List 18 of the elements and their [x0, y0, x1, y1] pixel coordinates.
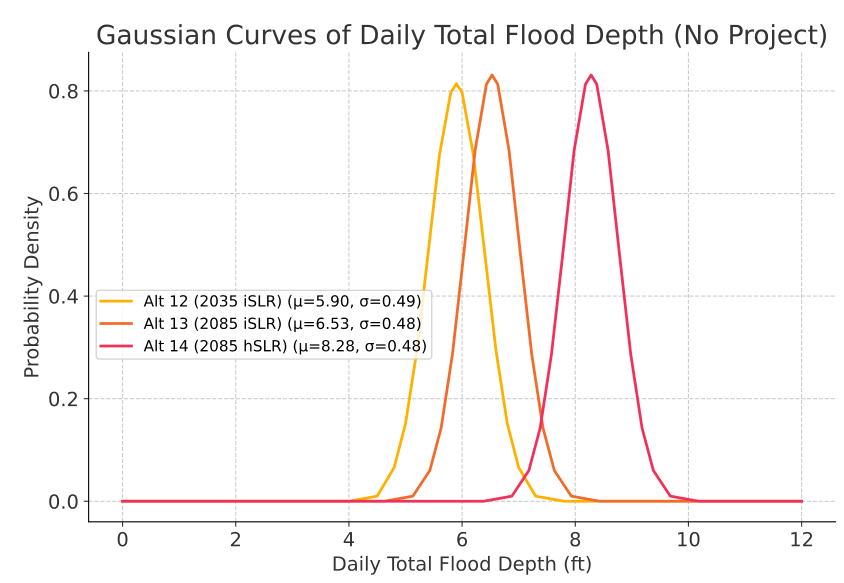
chart-title: Gaussian Curves of Daily Total Flood Depth (No Project) — [97, 24, 826, 50]
x-tick-label: 2 — [230, 532, 240, 546]
legend-label: Alt 12 (2035 iSLR) (μ=5.90, σ=0.49) — [144, 294, 420, 310]
x-tick-label: 12 — [791, 532, 812, 546]
x-tick-label: 8 — [570, 532, 580, 547]
y-tick-label: 0.6 — [49, 186, 78, 202]
y-axis-title: Probability Density — [24, 196, 42, 377]
x-tick-label: 4 — [344, 532, 354, 546]
legend-label: Alt 13 (2085 iSLR) (μ=6.53, σ=0.48) — [144, 317, 420, 332]
x-axis-title: Daily Total Flood Depth (ft) — [334, 556, 591, 575]
y-tick-label: 0.8 — [49, 84, 78, 99]
legend-label: Alt 14 (2085 hSLR) (μ=8.28, σ=0.48) — [144, 340, 426, 354]
x-tick-label: 0 — [118, 532, 128, 547]
x-tick-label: 10 — [678, 532, 700, 547]
x-tick-label: 6 — [457, 532, 468, 547]
y-tick-label: 0.0 — [49, 494, 78, 509]
y-tick-label: 0.4 — [49, 289, 78, 304]
y-tick-label: 0.2 — [49, 392, 77, 406]
